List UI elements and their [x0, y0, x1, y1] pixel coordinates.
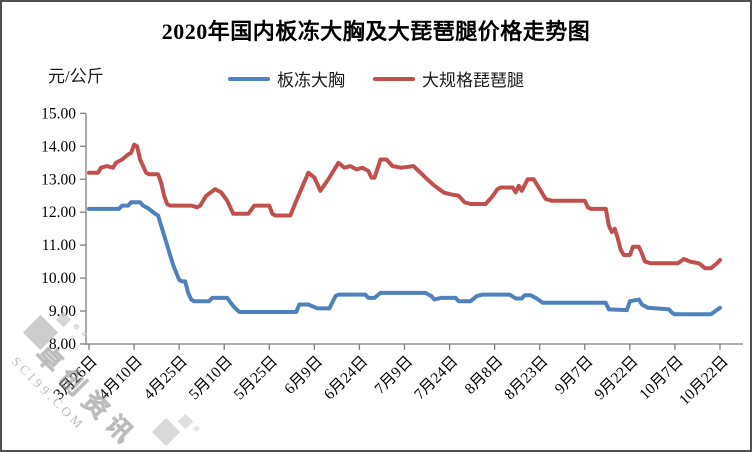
- y-tick-label: 11.00: [42, 237, 77, 254]
- x-tick-label: 7月24日: [411, 353, 461, 403]
- y-tick-label: 9.00: [49, 303, 76, 320]
- x-tick-label: 5月25日: [231, 353, 281, 403]
- legend-line-swatch-blue: [228, 76, 270, 81]
- x-tick-label: 5月10日: [186, 353, 236, 403]
- diamond-icon: [192, 424, 201, 433]
- diamond-icon: [70, 335, 75, 340]
- x-tick-label: 8月23日: [501, 353, 551, 403]
- y-tick-label: 8.00: [49, 336, 76, 353]
- legend-label-breast: 板冻大胸: [277, 71, 345, 90]
- y-tick-label: 14.00: [41, 138, 76, 155]
- x-tick-label: 4月25日: [141, 353, 191, 403]
- legend-item-breast: 板冻大胸: [228, 66, 345, 91]
- x-tick-label: 8月8日: [462, 353, 507, 398]
- series-line-0: [87, 200, 722, 317]
- watermark-diamond-logo: [22, 311, 114, 354]
- watermark-diamond-logo-2: [151, 413, 232, 450]
- legend-line-swatch-red: [373, 76, 415, 81]
- diamond-icon: [177, 413, 194, 430]
- y-tick-label: 10.00: [41, 270, 76, 287]
- y-axis-unit-label: 元/公斤: [48, 67, 104, 86]
- legend-label-drumstick: 大规格琵琶腿: [422, 71, 524, 90]
- legend-item-drumstick: 大规格琵琶腿: [373, 66, 524, 91]
- x-tick-label: 6月9日: [281, 353, 326, 398]
- x-tick-label: 10月22日: [676, 353, 732, 409]
- x-tick-label: 6月24日: [321, 353, 371, 403]
- diamond-icon: [151, 417, 181, 447]
- y-tick-label: 12.00: [41, 204, 76, 221]
- y-tick-label: 15.00: [41, 105, 76, 122]
- y-tick-label: 13.00: [41, 171, 76, 188]
- series-line-1: [87, 142, 722, 271]
- x-tick-label: 9月7日: [552, 353, 597, 398]
- legend: 板冻大胸 大规格琵琶腿: [2, 66, 750, 91]
- diamond-icon: [81, 331, 87, 337]
- x-tick-label: 9月22日: [591, 353, 641, 403]
- chart-title: 2020年国内板冻大胸及大琵琶腿价格走势图: [161, 19, 591, 44]
- diamond-icon: [72, 322, 81, 331]
- diamond-icon: [55, 311, 72, 328]
- x-tick-label: 7月9日: [371, 353, 416, 398]
